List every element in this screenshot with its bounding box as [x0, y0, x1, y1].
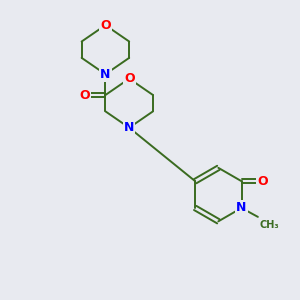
Text: O: O — [124, 72, 134, 85]
Text: CH₃: CH₃ — [260, 220, 279, 230]
Text: N: N — [236, 202, 247, 214]
Text: O: O — [257, 175, 268, 188]
Text: N: N — [124, 121, 134, 134]
Text: O: O — [79, 88, 90, 101]
Text: O: O — [100, 19, 111, 32]
Text: N: N — [100, 68, 111, 81]
